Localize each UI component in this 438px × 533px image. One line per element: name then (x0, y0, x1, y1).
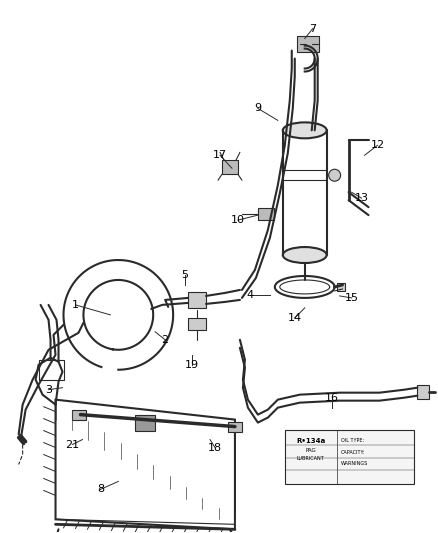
Bar (135, 415, 155, 431)
Text: CAPACITY:: CAPACITY: (341, 449, 365, 455)
Bar (337, 283, 345, 291)
Text: 15: 15 (345, 293, 359, 303)
Text: R•134a: R•134a (296, 438, 325, 443)
Text: 5: 5 (182, 270, 189, 280)
Text: 17: 17 (213, 150, 227, 160)
Text: 21: 21 (65, 440, 80, 449)
Text: 1: 1 (72, 300, 79, 310)
Bar (417, 385, 429, 399)
Text: 8: 8 (97, 484, 104, 495)
Bar (39, 360, 64, 379)
Bar (285, 430, 414, 484)
Bar (228, 422, 242, 432)
Text: WARNINGS: WARNINGS (341, 462, 368, 466)
Text: 10: 10 (231, 215, 245, 225)
Text: 14: 14 (288, 313, 302, 323)
FancyBboxPatch shape (188, 292, 206, 308)
Bar (188, 318, 206, 330)
Bar (297, 36, 319, 52)
Circle shape (328, 169, 341, 181)
Ellipse shape (283, 123, 327, 139)
Text: 2: 2 (162, 335, 169, 345)
FancyBboxPatch shape (222, 160, 238, 174)
Text: 13: 13 (354, 193, 368, 203)
Text: OIL TYPE:: OIL TYPE: (341, 438, 364, 442)
Text: 12: 12 (371, 140, 385, 150)
Bar (258, 208, 274, 220)
Text: 19: 19 (185, 360, 199, 370)
Text: 7: 7 (309, 23, 316, 34)
Bar (72, 410, 86, 419)
Text: 9: 9 (254, 103, 261, 114)
Text: PAG: PAG (305, 448, 316, 453)
Text: 3: 3 (45, 385, 52, 394)
Text: 18: 18 (208, 442, 222, 453)
Text: 16: 16 (325, 393, 339, 402)
Text: LUBRICANT: LUBRICANT (297, 456, 325, 461)
Ellipse shape (283, 247, 327, 263)
Text: 4: 4 (246, 290, 254, 300)
